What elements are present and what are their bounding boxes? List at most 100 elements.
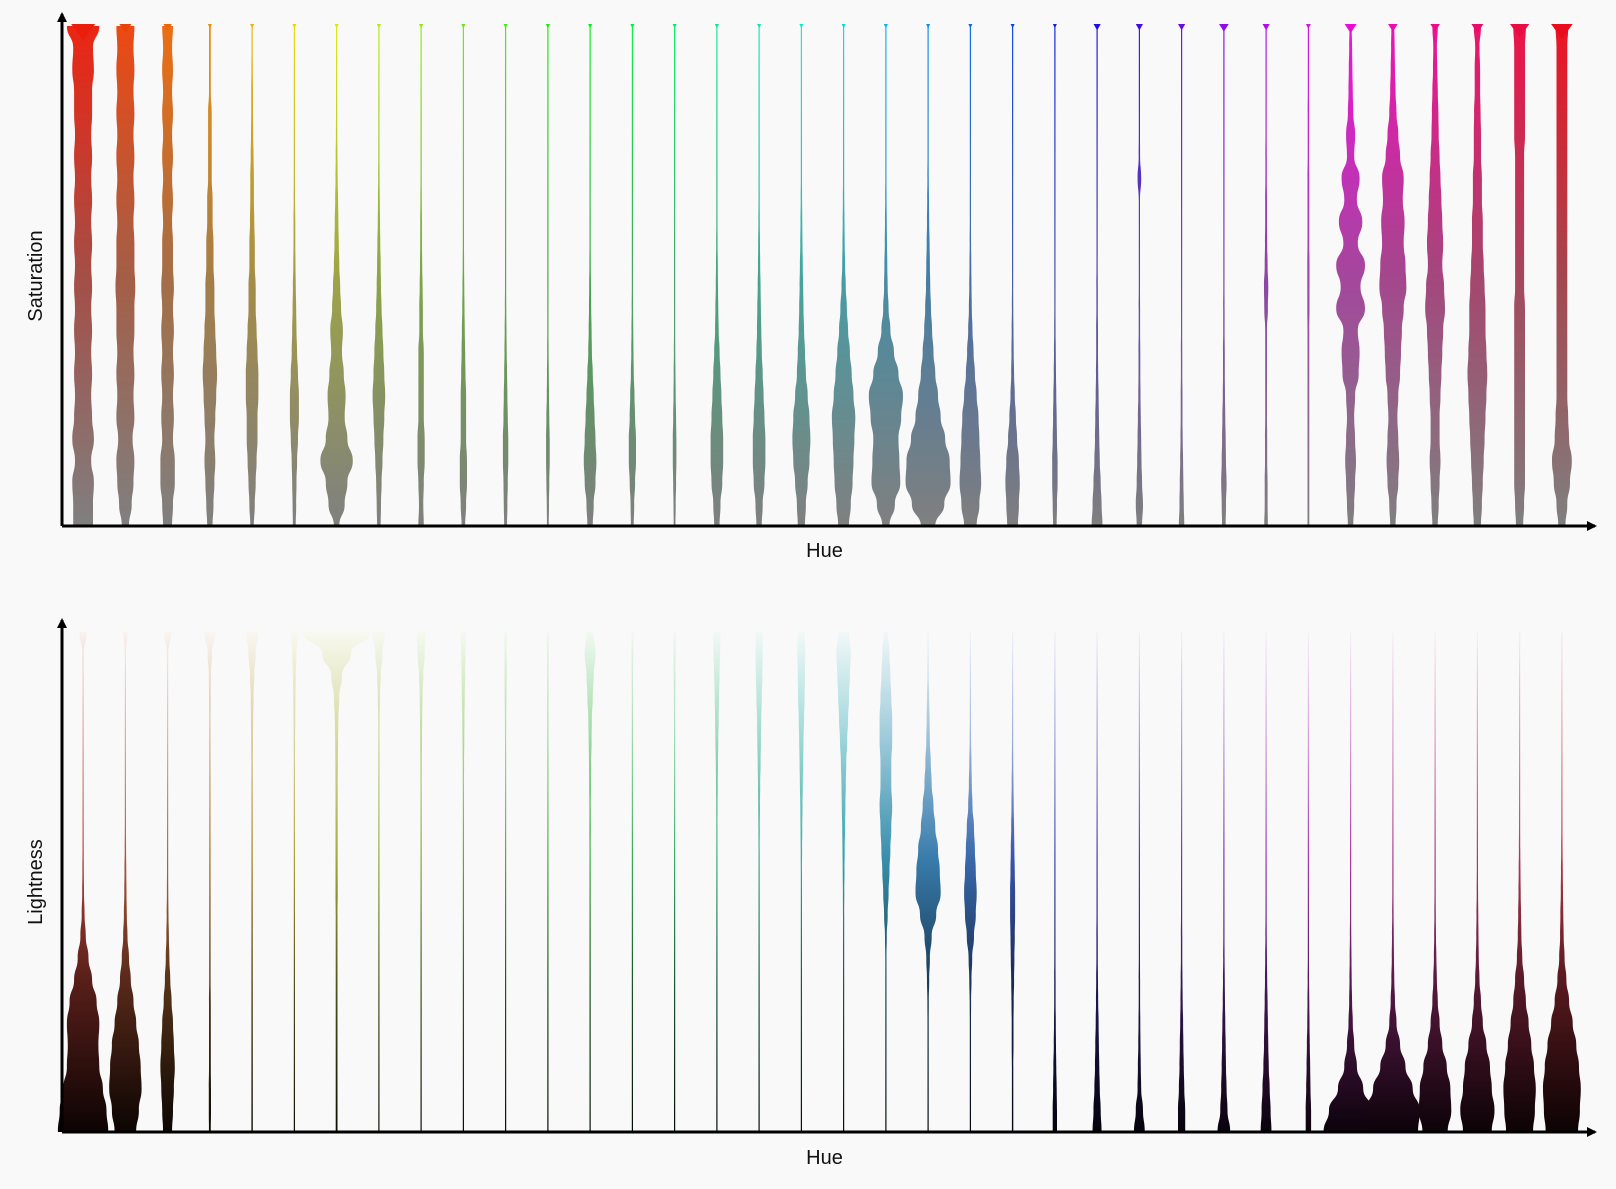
violin-tip-hue-165 xyxy=(757,24,762,29)
violin-hue-25 xyxy=(160,632,175,1132)
violin-hue-325 xyxy=(1418,632,1452,1132)
violin-hue-85 xyxy=(416,632,426,1132)
violin-hue-265 xyxy=(1178,632,1186,1132)
violin-hue-245 xyxy=(1092,632,1102,1132)
violin-hue-305 xyxy=(1336,26,1365,526)
violin-hue-105 xyxy=(504,632,508,1132)
violin-tip-hue-95 xyxy=(461,24,466,29)
violin-hue-275 xyxy=(1217,632,1231,1132)
violin-hue-225 xyxy=(1005,26,1020,526)
violin-hue-115 xyxy=(546,26,550,526)
violin-tip-hue-65 xyxy=(334,24,339,29)
violin-tip-hue-145 xyxy=(672,24,677,29)
violin-hue-235 xyxy=(1052,632,1057,1132)
violin-hue-285 xyxy=(1264,26,1269,526)
violin-hue-85 xyxy=(417,26,425,526)
violin-hue-335 xyxy=(1467,26,1488,526)
violin-hue-345 xyxy=(1513,26,1526,526)
saturation-x-label: Hue xyxy=(806,540,843,562)
violin-hue-175 xyxy=(797,632,806,1132)
violin-hue-255 xyxy=(1134,632,1145,1132)
violin-tip-hue-175 xyxy=(799,24,804,29)
violin-hue-295 xyxy=(1307,26,1310,526)
violin-tip-hue-5 xyxy=(71,24,96,41)
violin-hue-35 xyxy=(204,632,216,1132)
violin-hue-245 xyxy=(1091,26,1103,526)
saturation-panel: Hue Saturation xyxy=(25,12,1597,562)
violin-tip-hue-55 xyxy=(292,24,297,29)
violin-hue-125 xyxy=(583,26,597,526)
violin-hue-115 xyxy=(546,632,549,1132)
violin-tip-hue-325 xyxy=(1430,24,1440,32)
violin-hue-205 xyxy=(915,632,941,1132)
violin-tip-hue-45 xyxy=(250,24,255,29)
violin-hue-255 xyxy=(1135,26,1143,526)
violin-tip-hue-105 xyxy=(503,24,508,29)
violin-tip-hue-345 xyxy=(1510,24,1530,38)
violin-hue-145 xyxy=(673,632,677,1132)
violin-hue-185 xyxy=(831,26,856,526)
violin-tip-hue-15 xyxy=(119,24,132,34)
violin-tip-hue-215 xyxy=(968,24,973,29)
violin-hue-165 xyxy=(752,26,766,526)
violin-tip-hue-275 xyxy=(1219,24,1229,32)
violin-hue-335 xyxy=(1460,632,1495,1132)
violin-hue-185 xyxy=(836,632,851,1132)
lightness-y-label: Lightness xyxy=(25,839,47,925)
violin-tip-hue-155 xyxy=(714,24,719,29)
violin-hue-65 xyxy=(302,632,371,1132)
saturation-violins xyxy=(66,24,1573,526)
violin-tip-hue-335 xyxy=(1471,24,1484,34)
violin-hue-135 xyxy=(631,632,634,1132)
violin-hue-5 xyxy=(57,632,109,1132)
violin-hue-105 xyxy=(502,26,509,526)
violin-hue-195 xyxy=(868,26,903,526)
violin-tip-hue-185 xyxy=(841,24,846,29)
violin-hue-95 xyxy=(460,632,467,1132)
violin-hue-25 xyxy=(160,26,175,526)
violin-tip-hue-295 xyxy=(1305,24,1311,29)
violin-tip-hue-35 xyxy=(207,24,212,29)
violin-hue-275 xyxy=(1221,26,1227,526)
violin-hue-75 xyxy=(372,26,386,526)
violin-hue-265 xyxy=(1178,26,1185,526)
violin-hue-225 xyxy=(1010,632,1016,1132)
violin-hue-155 xyxy=(710,26,724,526)
violin-hue-55 xyxy=(290,632,298,1132)
violin-tip-hue-25 xyxy=(163,24,172,32)
violin-hue-175 xyxy=(792,26,811,526)
violin-hue-55 xyxy=(289,26,299,526)
violin-hue-125 xyxy=(584,632,596,1132)
violin-hue-315 xyxy=(1365,632,1420,1132)
violin-hue-95 xyxy=(459,26,467,526)
violin-hue-355 xyxy=(1543,632,1581,1132)
violin-hue-35 xyxy=(202,26,218,526)
violin-hue-215 xyxy=(964,632,977,1132)
violin-hue-325 xyxy=(1425,26,1445,526)
violin-hue-15 xyxy=(115,26,136,526)
violin-tip-hue-205 xyxy=(926,24,931,29)
violin-hue-75 xyxy=(372,632,386,1132)
violin-tip-hue-225 xyxy=(1010,24,1015,29)
violin-tip-hue-305 xyxy=(1344,24,1357,34)
violin-tip-hue-265 xyxy=(1178,24,1186,31)
violin-tip-hue-115 xyxy=(545,24,550,29)
violin-hue-155 xyxy=(713,632,721,1132)
violin-hue-205 xyxy=(905,26,951,526)
violin-hue-145 xyxy=(672,26,677,526)
saturation-y-label: Saturation xyxy=(25,230,47,321)
violin-hue-345 xyxy=(1503,632,1536,1132)
violin-tip-hue-235 xyxy=(1052,24,1057,29)
violin-hue-65 xyxy=(320,26,353,526)
violin-tip-hue-355 xyxy=(1551,24,1573,39)
violin-tip-hue-85 xyxy=(419,24,424,29)
violin-hue-355 xyxy=(1552,26,1572,526)
violin-hue-215 xyxy=(959,26,982,526)
violin-hue-135 xyxy=(628,26,636,526)
violin-tip-hue-75 xyxy=(376,24,381,29)
lightness-panel: Hue Lightness xyxy=(25,618,1597,1169)
violin-tip-hue-245 xyxy=(1093,24,1101,31)
violin-hue-295 xyxy=(1305,632,1312,1132)
